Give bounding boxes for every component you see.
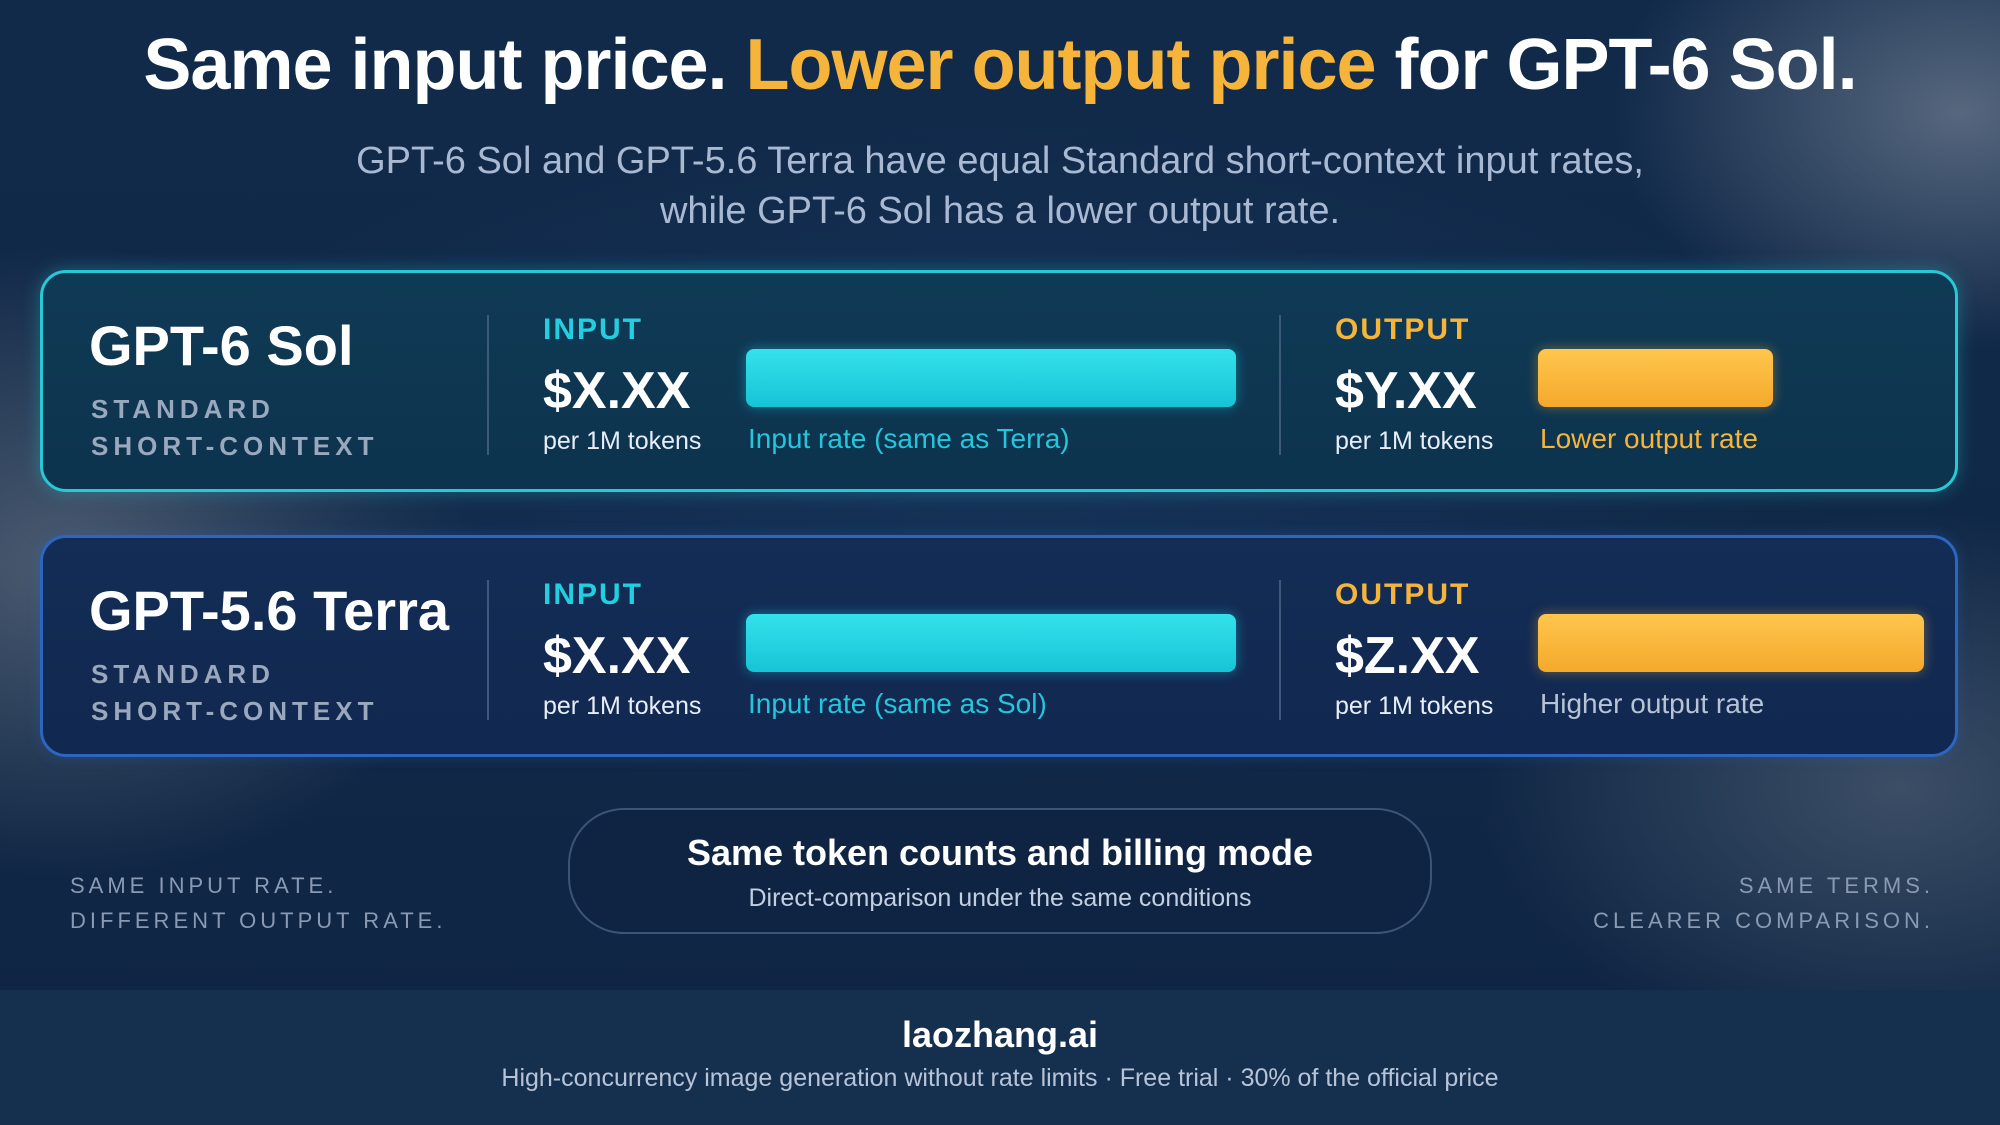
input-label: INPUT: [543, 578, 643, 611]
output-price: $Y.XX: [1335, 362, 1477, 420]
footer-tagline: High-concurrency image generation withou…: [501, 1064, 1499, 1092]
input-unit: per 1M tokens: [543, 427, 702, 455]
output-rate-bar: [1538, 349, 1773, 407]
subhead-line-2: while GPT-6 Sol has a lower output rate.: [659, 190, 1341, 232]
output-label: OUTPUT: [1335, 578, 1471, 611]
headline-part2: for GPT-6 Sol.: [1375, 25, 1858, 105]
model-name: GPT-5.6 Terra: [89, 579, 450, 642]
output-bar-label: Higher output rate: [1540, 688, 1765, 719]
output-bar-label: Lower output rate: [1540, 423, 1758, 454]
side-note-left-line-1: SAME INPUT RATE.: [70, 873, 338, 898]
model-card-sol: GPT-6 Sol STANDARD SHORT-CONTEXT INPUT $…: [40, 270, 1958, 492]
headline-highlight: Lower output price: [745, 25, 1377, 105]
output-unit: per 1M tokens: [1335, 427, 1494, 455]
input-price: $X.XX: [543, 362, 691, 420]
model-tier-tag: STANDARD SHORT-CONTEXT: [91, 656, 471, 730]
side-note-right-line-2: CLEARER COMPARISON.: [1593, 908, 1934, 933]
headline-part1: Same input price.: [143, 25, 746, 105]
output-label: OUTPUT: [1335, 313, 1471, 346]
divider: [487, 580, 489, 720]
side-note-left: SAME INPUT RATE. DIFFERENT OUTPUT RATE.: [70, 868, 446, 938]
side-note-right-line-1: SAME TERMS.: [1738, 873, 1934, 898]
comparison-note-pill: Same token counts and billing mode Direc…: [568, 808, 1432, 934]
output-price: $Z.XX: [1335, 627, 1480, 685]
footer-banner: laozhang.ai High-concurrency image gener…: [0, 990, 2000, 1125]
input-rate-bar: [746, 614, 1236, 672]
pill-subtitle: Direct-comparison under the same conditi…: [748, 884, 1252, 912]
pill-title: Same token counts and billing mode: [686, 832, 1314, 873]
output-rate-bar: [1538, 614, 1924, 672]
subhead-line-1: GPT-6 Sol and GPT-5.6 Terra have equal S…: [356, 140, 1644, 182]
divider: [1279, 580, 1281, 720]
model-name: GPT-6 Sol: [89, 314, 354, 377]
footer-brand: laozhang.ai: [901, 1014, 1099, 1055]
output-unit: per 1M tokens: [1335, 692, 1494, 720]
side-note-right: SAME TERMS. CLEARER COMPARISON.: [1593, 868, 1934, 938]
tier-line-2: SHORT-CONTEXT: [91, 696, 379, 726]
input-rate-bar: [746, 349, 1236, 407]
tier-line-1: STANDARD: [91, 394, 275, 424]
model-card-terra: GPT-5.6 Terra STANDARD SHORT-CONTEXT INP…: [40, 535, 1958, 757]
input-unit: per 1M tokens: [543, 692, 702, 720]
tier-line-2: SHORT-CONTEXT: [91, 431, 379, 461]
divider: [487, 315, 489, 455]
side-note-left-line-2: DIFFERENT OUTPUT RATE.: [70, 908, 447, 933]
input-bar-label: Input rate (same as Sol): [748, 688, 1047, 719]
divider: [1279, 315, 1281, 455]
subheadline: GPT-6 Sol and GPT-5.6 Terra have equal S…: [0, 136, 2000, 236]
input-label: INPUT: [543, 313, 643, 346]
tier-line-1: STANDARD: [91, 659, 275, 689]
headline: Same input price. Lower output price for…: [0, 24, 2000, 106]
model-tier-tag: STANDARD SHORT-CONTEXT: [91, 391, 471, 465]
input-price: $X.XX: [543, 627, 691, 685]
input-bar-label: Input rate (same as Terra): [748, 423, 1070, 454]
